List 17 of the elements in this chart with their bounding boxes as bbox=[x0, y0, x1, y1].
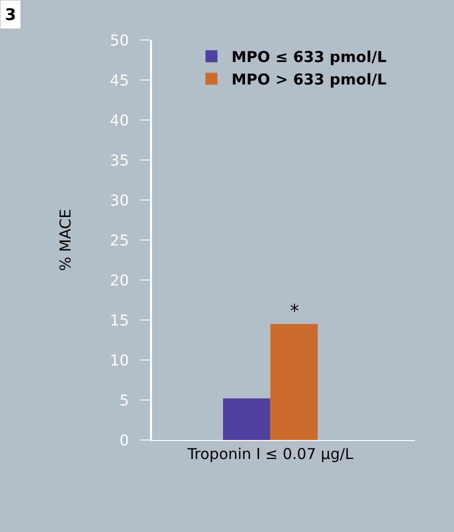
y-tick-label: 50 bbox=[110, 31, 129, 50]
y-tick-label: 30 bbox=[110, 191, 129, 210]
legend-label: MPO ≤ 633 pmol/L bbox=[231, 48, 387, 66]
y-tick-label: 35 bbox=[110, 151, 129, 170]
y-tick-label: 25 bbox=[110, 231, 129, 250]
x-tick-label: Troponin I ≤ 0.07 μg/L bbox=[186, 445, 354, 463]
y-tick-label: 15 bbox=[110, 311, 129, 330]
legend-label: MPO > 633 pmol/L bbox=[231, 70, 387, 89]
y-tick-label: 10 bbox=[110, 351, 129, 370]
text: 3 bbox=[5, 5, 16, 24]
annotation: * bbox=[290, 301, 299, 322]
y-tick-label: 5 bbox=[119, 391, 129, 410]
y-tick-label: 20 bbox=[110, 271, 129, 290]
y-tick-label: 40 bbox=[110, 111, 129, 130]
y-tick-label: 0 bbox=[119, 431, 129, 450]
y-axis-title: % MACE bbox=[56, 209, 75, 271]
y-tick-label: 45 bbox=[110, 71, 129, 90]
